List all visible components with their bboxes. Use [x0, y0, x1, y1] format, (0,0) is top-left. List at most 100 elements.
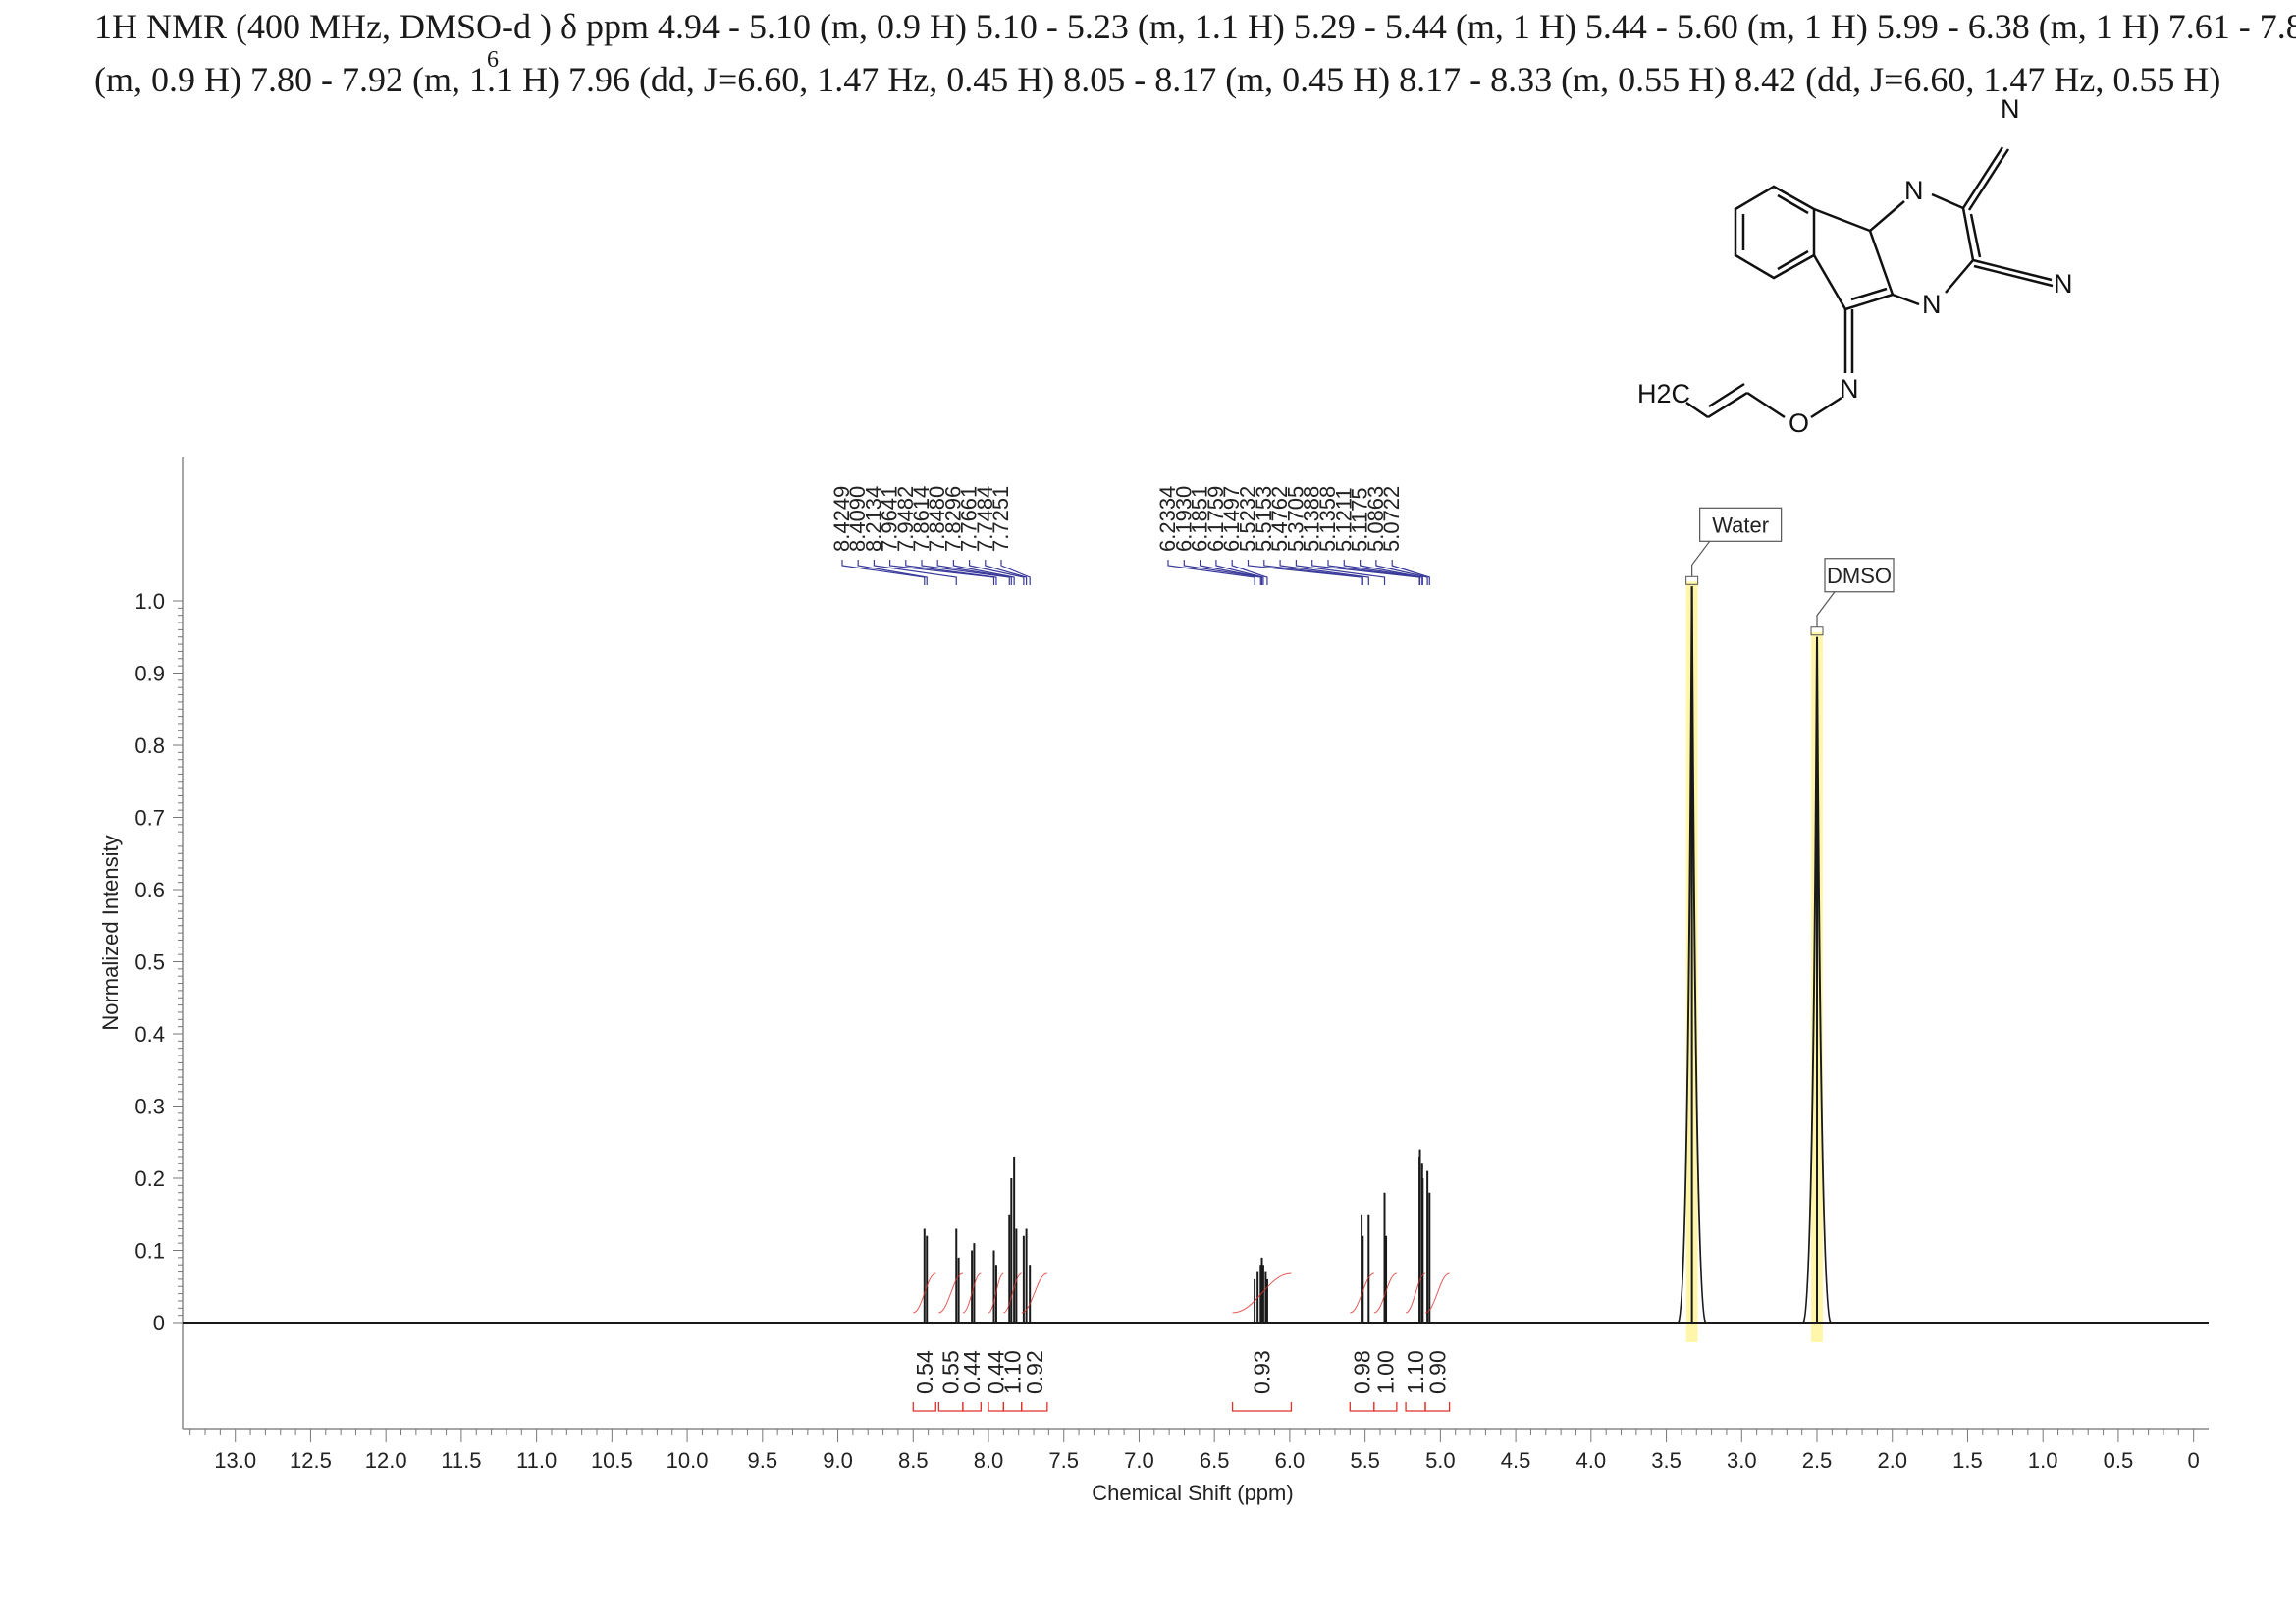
pyrazine-bond-2 [1931, 192, 1964, 210]
integral-region: 0.44 [959, 1272, 985, 1412]
atom-label-n2: N [1922, 290, 1942, 319]
integral-value: 0.44 [984, 1350, 1009, 1394]
integral-region: 0.98 [1349, 1272, 1375, 1412]
integral-bracket [937, 1402, 964, 1412]
integral-curve [1003, 1272, 1023, 1314]
x-tick-label: 4.0 [1576, 1448, 1607, 1473]
integral-bracket [1021, 1402, 1048, 1412]
peak-label-leader [1279, 560, 1369, 585]
integral-curve [1405, 1272, 1426, 1314]
integral-bracket [1349, 1402, 1375, 1412]
peak-label-leader [936, 560, 1012, 585]
y-tick-label: 0 [153, 1311, 165, 1335]
x-tick-label: 10.5 [591, 1448, 633, 1473]
x-tick-label: 8.0 [974, 1448, 1004, 1473]
benzene-double-bond-2 [1777, 193, 1809, 215]
five-ring-bond-2 [1812, 254, 1847, 310]
benzene-double-bond-3 [1777, 249, 1809, 271]
peak-label-group: 6.1759 [1203, 486, 1264, 585]
integral-bracket [1424, 1402, 1451, 1412]
integral-region: 1.00 [1372, 1272, 1398, 1412]
integral-bracket [1231, 1402, 1293, 1412]
x-tick-label: 7.5 [1048, 1448, 1079, 1473]
integral-curve [988, 1272, 1004, 1314]
nitrile-bond-1 [1961, 146, 2004, 209]
peak-label: 7.8480 [925, 486, 949, 552]
peak-label: 5.1175 [1348, 487, 1372, 552]
x-tick-label: 3.5 [1651, 1448, 1682, 1473]
allyl-double-bond [1708, 382, 1745, 408]
integral-bracket [1002, 1402, 1023, 1412]
x-tick-label: 12.5 [290, 1448, 332, 1473]
y-tick-label: 0.1 [134, 1239, 165, 1264]
peak-label-group: 5.1175 [1348, 487, 1423, 585]
integral-value: 0.55 [938, 1350, 964, 1394]
integral-bracket [988, 1402, 1004, 1412]
nmr-description-text-2: (m, 0.9 H) 7.80 - 7.92 (m, 1.1 H) 7.96 (… [94, 60, 2221, 99]
integral-curve [938, 1272, 964, 1314]
allyl-bond-1 [1746, 391, 1786, 419]
peak-label: 6.1851 [1188, 486, 1212, 552]
peak-label-group: 8.2134 [861, 486, 957, 585]
peak-label-group: 7.8480 [925, 486, 1012, 585]
integral-value: 0.44 [959, 1350, 985, 1394]
peak-label-leader [1391, 560, 1430, 585]
solvent-subscript: 6 [487, 47, 499, 73]
atom-label-n4: N [2054, 269, 2073, 298]
pyrazine-bond-1 [1869, 200, 1905, 232]
peak-label-group: 6.1930 [1171, 486, 1261, 585]
peak-label-group: 5.0722 [1379, 486, 1430, 585]
five-ring-bond-4 [1844, 293, 1894, 311]
integral-curve [1424, 1272, 1450, 1314]
nitrile-bond-2b [1973, 264, 2054, 288]
x-tick-label: 13.0 [214, 1448, 256, 1473]
molecule-atom-labels: N N N N N O H2C [1637, 94, 2073, 438]
integral-region: 0.90 [1424, 1272, 1451, 1412]
x-tick-label: 2.0 [1877, 1448, 1907, 1473]
x-tick-label: 7.0 [1124, 1448, 1154, 1473]
integral-value: 1.00 [1372, 1350, 1398, 1394]
x-tick-label: 0 [2188, 1448, 2200, 1473]
y-tick-label: 0.7 [134, 806, 165, 831]
peak-label-leader [857, 560, 928, 585]
peak-label: 6.1930 [1171, 486, 1196, 552]
peak-label-group: 8.4090 [845, 486, 928, 585]
five-ring-bond-1 [1813, 207, 1871, 233]
x-tick-label: 2.5 [1802, 1448, 1833, 1473]
x-tick-label: 6.5 [1200, 1448, 1230, 1473]
peak-label-leader [873, 560, 957, 585]
integral-value: 0.90 [1424, 1350, 1450, 1394]
peak-label-group: 7.8614 [909, 486, 1010, 585]
peak-label-group: 5.0863 [1363, 486, 1428, 585]
peak-label-group: 5.5153 [1252, 486, 1363, 585]
peak-label-group: 8.4249 [829, 486, 926, 585]
peak-label-group: 6.1497 [1219, 486, 1268, 585]
atom-label-h2c: H2C [1637, 379, 1690, 408]
peak-label-group: 7.9641 [878, 486, 995, 585]
x-tick-label: 0.5 [2104, 1448, 2134, 1473]
peak-label: 5.1211 [1331, 487, 1356, 552]
y-tick-label: 0.8 [134, 733, 165, 758]
atom-label-n1: N [1904, 176, 1924, 205]
solvent-label-anchor [1810, 626, 1824, 636]
solvent-peak-shape [1802, 636, 1832, 1324]
solvent-label-leader [1816, 591, 1836, 627]
peak-label-leader [985, 560, 1028, 585]
peak-label-leader [1231, 560, 1268, 585]
five-ring-double-bond [1850, 287, 1888, 301]
peak-label-leader [905, 560, 997, 585]
peak-label: 6.2334 [1155, 486, 1180, 552]
atom-label-n5: N [1840, 374, 1859, 404]
peak-label-group: 7.7484 [973, 486, 1028, 585]
peak-label-group: 7.7661 [957, 486, 1025, 585]
five-ring-bond-3 [1868, 230, 1895, 296]
integral-region: 0.92 [1021, 1272, 1048, 1412]
peak-label-group: 7.8296 [940, 486, 1015, 585]
allyl-bond-2 [1707, 391, 1748, 419]
integral-value: 1.10 [1000, 1350, 1026, 1394]
peak-label-leader [1359, 560, 1423, 585]
solvent-label-text: Water [1712, 513, 1769, 537]
peak-label: 8.4090 [845, 486, 870, 552]
y-tick-label: 0.3 [134, 1095, 165, 1119]
solvent-labels: Water DMSO [1685, 507, 1895, 636]
